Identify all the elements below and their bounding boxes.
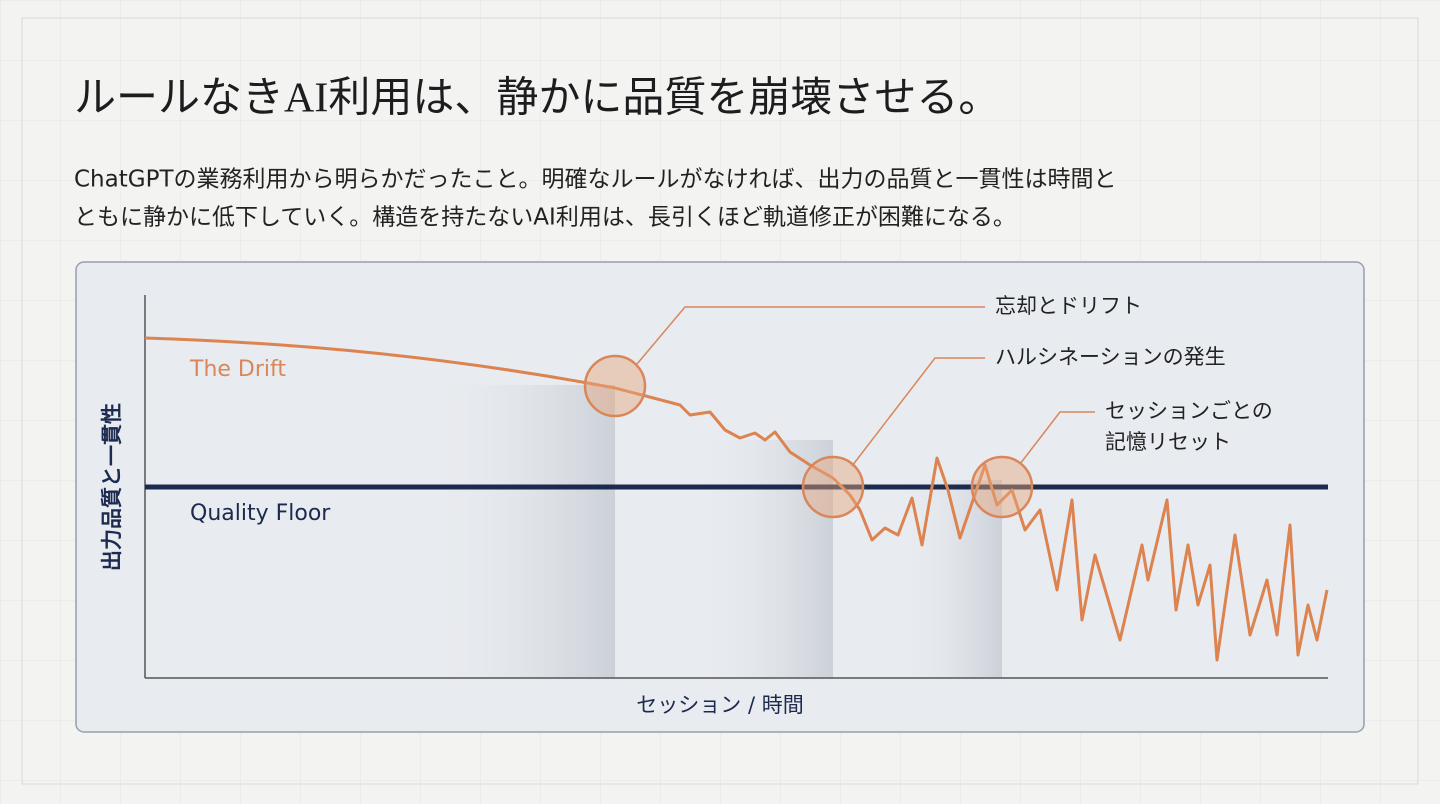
y-axis-label: 出力品質と一貫性: [100, 403, 124, 571]
highlight-circle: [801, 455, 865, 519]
drift-label: The Drift: [189, 357, 286, 382]
callout-line: [636, 306, 985, 365]
shade: [700, 440, 833, 678]
highlight-circle: [970, 455, 1034, 519]
callout-line: [1019, 411, 1095, 465]
x-axis-label: セッション / 時間: [636, 693, 803, 717]
drift-line: [144, 336, 1329, 662]
description-line: ChatGPTの業務利用から明らかだったこと。明確なルールがなければ、出力の品質…: [74, 167, 1117, 193]
description-line: ともに静かに低下していく。構造を持たないAI利用は、長引くほど軌道修正が困難にな…: [74, 205, 1016, 231]
callout-label: ハルシネーションの発生: [995, 345, 1226, 369]
floor-label: Quality Floor: [190, 501, 331, 526]
callout-label: 記憶リセット: [1105, 430, 1231, 454]
callout-line: [851, 357, 985, 467]
shade: [430, 385, 615, 678]
frame: [21, 17, 1419, 785]
callout-label: セッションごとの: [1105, 399, 1273, 423]
callout-label: 忘却とドリフト: [995, 294, 1142, 318]
highlight-circle: [583, 354, 647, 418]
title: ルールなきAI利用は、静かに品質を崩壊させる。: [74, 76, 1000, 122]
